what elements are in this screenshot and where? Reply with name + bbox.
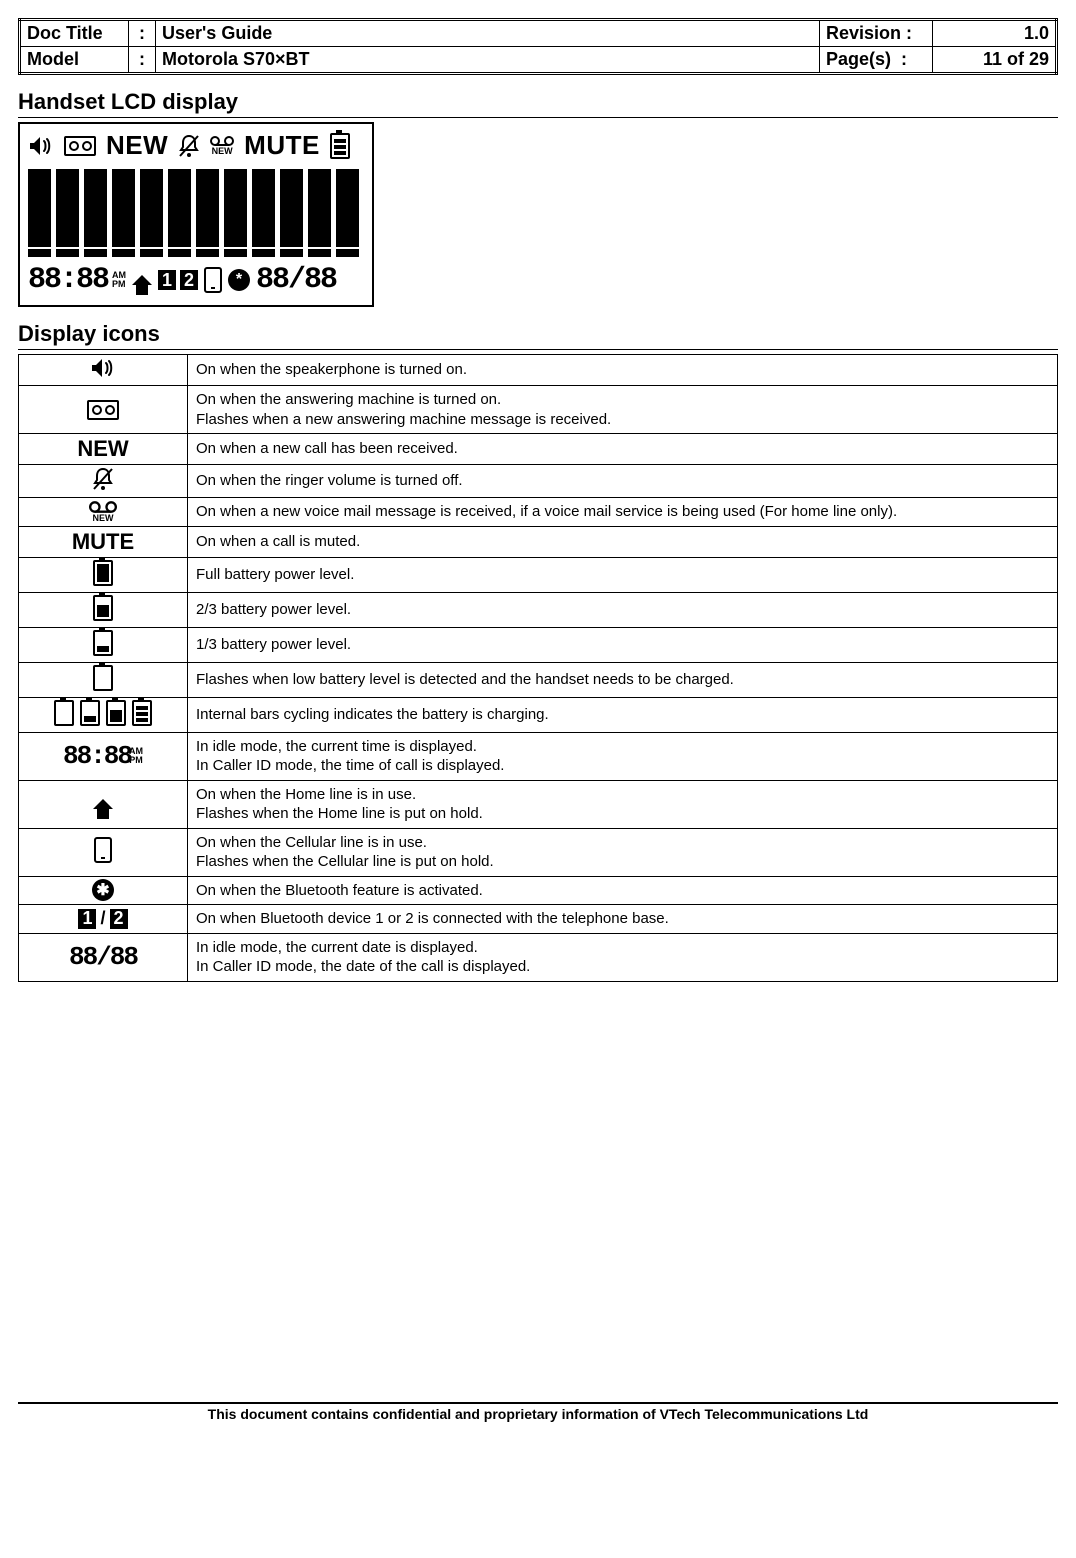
home-icon <box>93 799 113 809</box>
table-row: Full battery power level. <box>19 557 1058 592</box>
doc-title-label: Doc Title <box>20 20 129 47</box>
model-value: Motorola S70×BT <box>156 47 820 74</box>
section-icons-title: Display icons <box>18 321 1058 350</box>
table-row: Flashes when low battery level is detect… <box>19 662 1058 697</box>
icon-cell <box>19 557 188 592</box>
vm-new-icon: NEW <box>23 500 183 523</box>
ringer-off-icon <box>178 134 200 158</box>
mute-text-icon: MUTE <box>72 529 134 554</box>
icon-cell <box>19 355 188 386</box>
colon: : <box>129 20 156 47</box>
footer-text: This document contains confidential and … <box>18 1406 1058 1422</box>
lcd-mute-text: MUTE <box>244 130 320 161</box>
icon-description: On when a new call has been received. <box>188 434 1058 465</box>
icon-description: On when the speakerphone is turned on. <box>188 355 1058 386</box>
table-row: 88:88AMPM In idle mode, the current time … <box>19 732 1058 780</box>
speaker-icon <box>28 135 54 157</box>
lcd-ampm: AMPM <box>112 271 126 289</box>
ringer-off-icon <box>92 467 114 491</box>
icon-description: In idle mode, the current date is displa… <box>188 933 1058 981</box>
battery-low-icon <box>93 665 113 691</box>
device-1-2-icon: 1/2 <box>78 908 127 929</box>
icon-description: On when the answering machine is turned … <box>188 386 1058 434</box>
revision-label: Revision <box>826 23 901 43</box>
icon-description: On when the ringer volume is turned off. <box>188 465 1058 498</box>
icon-cell <box>19 627 188 662</box>
icon-cell: ✱ <box>19 876 188 905</box>
icon-description: Internal bars cycling indicates the batt… <box>188 697 1058 732</box>
battery-13-icon <box>93 630 113 656</box>
vm-new-icon: NEW <box>210 135 234 156</box>
table-row: 1/2 On when Bluetooth device 1 or 2 is co… <box>19 905 1058 934</box>
icon-cell <box>19 386 188 434</box>
icon-description: On when the Bluetooth feature is activat… <box>188 876 1058 905</box>
doc-header-table: Doc Title : User's Guide Revision : 1.0 … <box>18 18 1058 75</box>
bluetooth-icon: ✱ <box>92 879 114 901</box>
time-icon: 88:88AMPM <box>63 741 143 771</box>
lcd-new-text: NEW <box>106 130 168 161</box>
icon-cell: 88/88 <box>19 933 188 981</box>
icon-cell: 88:88AMPM <box>19 732 188 780</box>
battery-charging-icon <box>54 700 152 726</box>
table-row: On when the speakerphone is turned on. <box>19 355 1058 386</box>
tape-icon <box>87 400 119 420</box>
lcd-dev12: 1 2 <box>158 270 198 290</box>
new-text-icon: NEW <box>77 436 128 461</box>
icon-description: On when the Home line is in use.Flashes … <box>188 780 1058 828</box>
date-icon: 88/88 <box>69 942 137 972</box>
section-lcd-title: Handset LCD display <box>18 89 1058 118</box>
battery-icon <box>330 133 350 159</box>
icon-cell <box>19 592 188 627</box>
icon-cell <box>19 828 188 876</box>
table-row: Internal bars cycling indicates the batt… <box>19 697 1058 732</box>
home-icon <box>132 275 152 285</box>
icon-description: On when a new voice mail message is rece… <box>188 498 1058 527</box>
icon-description: 1/3 battery power level. <box>188 627 1058 662</box>
table-row: 1/3 battery power level. <box>19 627 1058 662</box>
cell-icon <box>94 837 112 863</box>
cell-icon <box>204 267 222 293</box>
revision-value: 1.0 <box>933 20 1057 47</box>
battery-full-icon <box>93 560 113 586</box>
table-row: On when the answering machine is turned … <box>19 386 1058 434</box>
icon-cell <box>19 780 188 828</box>
icon-description: Full battery power level. <box>188 557 1058 592</box>
icon-description: Flashes when low battery level is detect… <box>188 662 1058 697</box>
table-row: On when the ringer volume is turned off. <box>19 465 1058 498</box>
footer-rule <box>18 1402 1058 1404</box>
icon-cell <box>19 465 188 498</box>
lcd-mock: NEW NEW MUTE 88:88 AMPM 1 2 * 88/88 <box>18 122 374 307</box>
lcd-time: 88:88 <box>28 263 108 297</box>
icon-cell: NEW <box>19 434 188 465</box>
lcd-char-bars <box>28 169 364 247</box>
icon-cell: NEW <box>19 498 188 527</box>
display-icons-table: On when the speakerphone is turned on.On… <box>18 354 1058 982</box>
icon-description: 2/3 battery power level. <box>188 592 1058 627</box>
table-row: 88/88 In idle mode, the current date is d… <box>19 933 1058 981</box>
speaker-icon <box>90 357 116 379</box>
tape-icon <box>64 136 96 156</box>
table-row: 2/3 battery power level. <box>19 592 1058 627</box>
icon-cell: MUTE <box>19 526 188 557</box>
icon-description: On when the Cellular line is in use.Flas… <box>188 828 1058 876</box>
table-row: NEW On when a new call has been received. <box>19 434 1058 465</box>
lcd-date: 88/88 <box>256 263 336 297</box>
table-row: MUTE On when a call is muted. <box>19 526 1058 557</box>
pages-label: Page(s) <box>826 49 891 69</box>
icon-cell <box>19 697 188 732</box>
table-row: On when the Cellular line is in use.Flas… <box>19 828 1058 876</box>
icon-description: On when a call is muted. <box>188 526 1058 557</box>
bluetooth-icon: * <box>228 269 250 291</box>
pages-value: 11 of 29 <box>933 47 1057 74</box>
table-row: NEWOn when a new voice mail message is r… <box>19 498 1058 527</box>
doc-title-value: User's Guide <box>156 20 820 47</box>
icon-description: On when Bluetooth device 1 or 2 is conne… <box>188 905 1058 934</box>
icon-cell: 1/2 <box>19 905 188 934</box>
battery-23-icon <box>93 595 113 621</box>
icon-description: In idle mode, the current time is displa… <box>188 732 1058 780</box>
table-row: ✱ On when the Bluetooth feature is activa… <box>19 876 1058 905</box>
model-label: Model <box>20 47 129 74</box>
icon-cell <box>19 662 188 697</box>
table-row: On when the Home line is in use.Flashes … <box>19 780 1058 828</box>
